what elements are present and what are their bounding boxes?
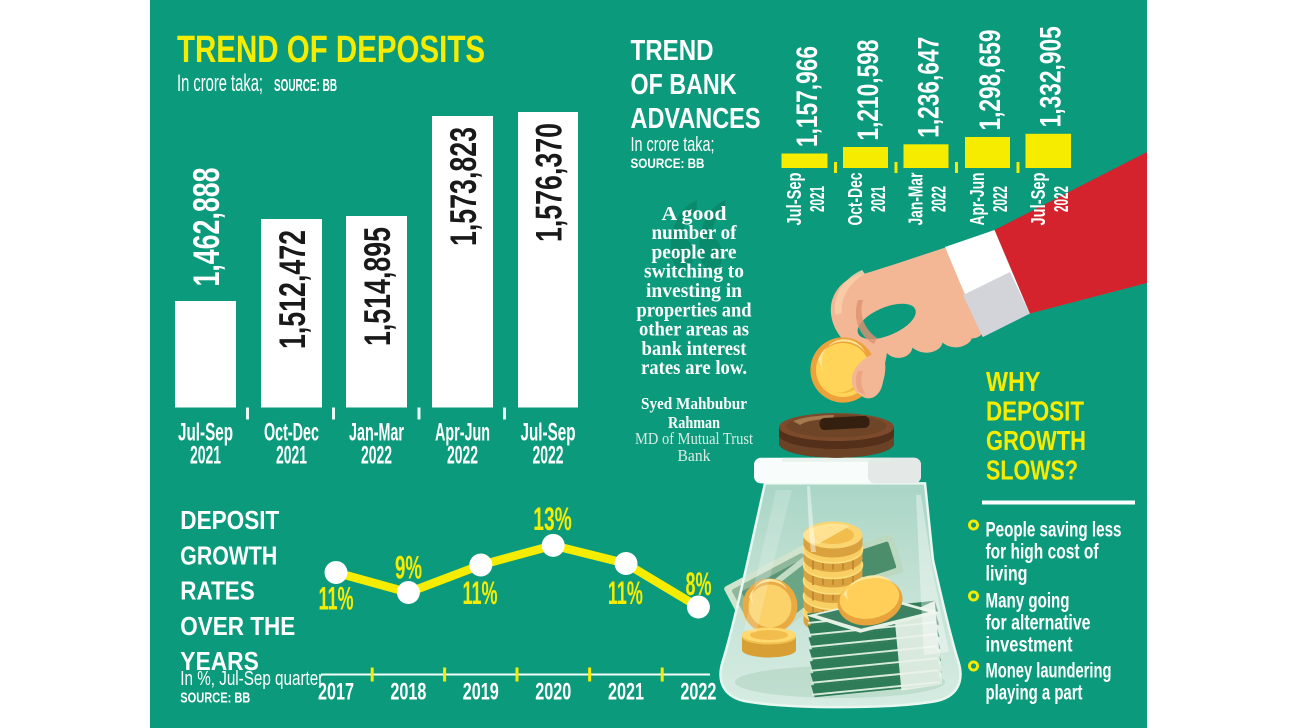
svg-text:1,576,370: 1,576,370 (528, 123, 570, 242)
svg-text:bank interest: bank interest (642, 338, 747, 360)
svg-text:2022: 2022 (1051, 186, 1073, 212)
svg-text:Rahman: Rahman (668, 413, 720, 432)
svg-text:SLOWS?: SLOWS? (986, 454, 1078, 485)
svg-text:2021: 2021 (190, 442, 221, 470)
svg-text:other areas as: other areas as (639, 319, 749, 341)
svg-text:DEPOSIT: DEPOSIT (986, 395, 1084, 426)
svg-text:2021: 2021 (276, 442, 307, 470)
svg-text:2022: 2022 (361, 442, 392, 470)
svg-text:1,462,888: 1,462,888 (185, 168, 227, 287)
svg-text:OF BANK: OF BANK (631, 69, 737, 101)
svg-text:for high cost of: for high cost of (986, 540, 1100, 563)
svg-text:1,210,598: 1,210,598 (852, 40, 885, 141)
svg-text:RATES: RATES (180, 576, 255, 606)
svg-text:2018: 2018 (390, 679, 426, 706)
svg-text:investing in: investing in (646, 280, 742, 302)
svg-text:TREND OF DEPOSITS: TREND OF DEPOSITS (177, 29, 485, 71)
svg-text:2022: 2022 (990, 186, 1012, 212)
svg-text:11%: 11% (319, 581, 354, 617)
svg-text:1,332,905: 1,332,905 (1035, 26, 1068, 127)
svg-text:8%: 8% (686, 566, 712, 602)
svg-text:1,512,472: 1,512,472 (271, 230, 313, 349)
svg-text:1,298,659: 1,298,659 (974, 30, 1007, 131)
svg-text:2022: 2022 (447, 442, 478, 470)
svg-text:rates are low.: rates are low. (641, 357, 747, 379)
svg-text:Jan-Mar: Jan-Mar (906, 172, 928, 225)
svg-text:properties and: properties and (637, 299, 752, 321)
svg-text:Apr-Jun: Apr-Jun (435, 419, 490, 447)
svg-text:2019: 2019 (463, 679, 499, 706)
svg-text:number of: number of (652, 222, 737, 244)
svg-text:investment: investment (986, 633, 1073, 656)
svg-text:13%: 13% (533, 501, 572, 537)
svg-text:2017: 2017 (318, 679, 354, 706)
svg-text:Apr-Jun: Apr-Jun (967, 173, 989, 226)
svg-text:1,573,823: 1,573,823 (442, 127, 484, 246)
svg-text:1,157,966: 1,157,966 (791, 46, 824, 147)
svg-text:TREND: TREND (631, 35, 714, 67)
svg-text:9%: 9% (395, 550, 422, 586)
svg-text:2021: 2021 (868, 186, 890, 212)
svg-text:MD of Mutual Trust: MD of Mutual Trust (635, 429, 753, 448)
svg-text:people are: people are (652, 241, 737, 263)
svg-text:for alternative: for alternative (986, 611, 1091, 634)
svg-text:GROWTH: GROWTH (180, 540, 277, 570)
svg-text:Oct-Dec: Oct-Dec (845, 173, 867, 226)
svg-text:ADVANCES: ADVANCES (631, 103, 761, 135)
svg-text:playing a part: playing a part (986, 681, 1083, 704)
svg-text:11%: 11% (608, 575, 643, 611)
svg-text:Money laundering: Money laundering (986, 659, 1112, 682)
svg-text:Jul-Sep: Jul-Sep (1028, 173, 1050, 226)
svg-text:2021: 2021 (608, 679, 644, 706)
svg-text:Jul-Sep: Jul-Sep (521, 419, 576, 447)
svg-text:YEARS: YEARS (180, 646, 258, 676)
svg-text:Many going: Many going (986, 589, 1070, 612)
svg-text:People saving less: People saving less (986, 518, 1122, 541)
svg-text:DEPOSIT: DEPOSIT (180, 505, 279, 535)
svg-text:2022: 2022 (680, 679, 716, 706)
svg-text:living: living (986, 562, 1028, 585)
svg-text:In crore taka;: In crore taka; (631, 134, 715, 156)
svg-text:GROWTH: GROWTH (986, 425, 1086, 456)
svg-text:OVER THE: OVER THE (180, 611, 295, 641)
svg-text:In crore taka;: In crore taka; (177, 70, 263, 97)
svg-text:SOURCE: BB: SOURCE: BB (274, 75, 337, 95)
svg-text:Syed Mahbubur: Syed Mahbubur (641, 394, 747, 413)
svg-text:A good: A good (662, 203, 727, 225)
svg-text:“: “ (665, 148, 730, 405)
svg-text:1,514,895: 1,514,895 (356, 227, 398, 346)
svg-text:2020: 2020 (535, 679, 571, 706)
svg-text:2022: 2022 (929, 186, 951, 212)
svg-text:Bank: Bank (678, 446, 711, 465)
svg-text:11%: 11% (463, 575, 498, 611)
svg-text:Jul-Sep: Jul-Sep (784, 173, 806, 226)
svg-text:In %, Jul-Sep quarter: In %, Jul-Sep quarter (180, 668, 323, 690)
svg-text:1,236,647: 1,236,647 (913, 37, 946, 138)
svg-text:Jan-Mar: Jan-Mar (349, 419, 404, 447)
svg-text:SOURCE: BB: SOURCE: BB (631, 155, 705, 171)
svg-text:2021: 2021 (807, 186, 829, 212)
svg-text:SOURCE: BB: SOURCE: BB (180, 691, 250, 707)
svg-text:WHY: WHY (986, 366, 1041, 397)
svg-text:switching to: switching to (644, 261, 744, 283)
svg-text:Oct-Dec: Oct-Dec (264, 419, 319, 447)
svg-text:2022: 2022 (533, 442, 564, 470)
svg-text:Jul-Sep: Jul-Sep (178, 419, 233, 447)
